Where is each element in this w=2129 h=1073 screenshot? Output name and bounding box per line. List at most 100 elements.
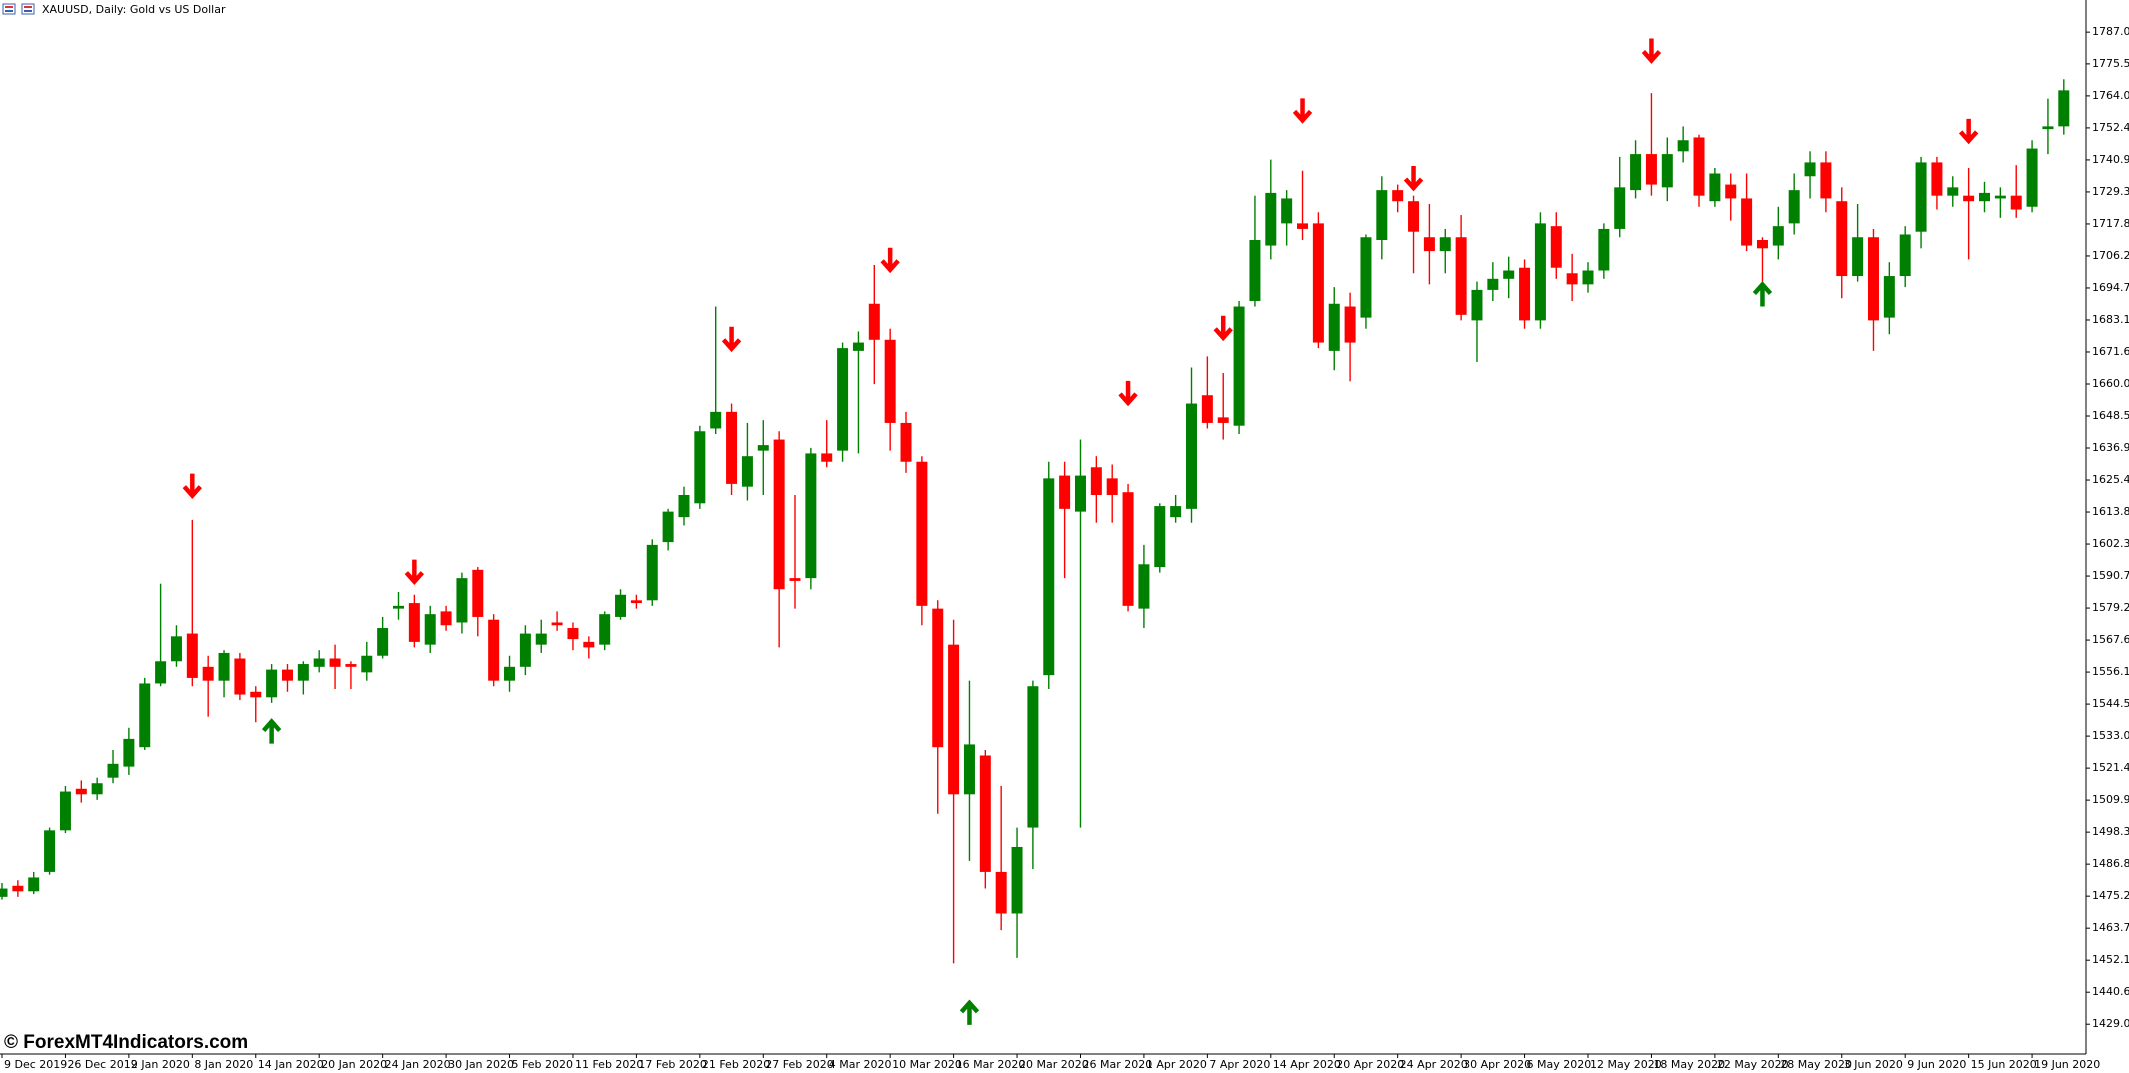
candle-body: [995, 871, 1007, 914]
candle-body: [1693, 137, 1705, 196]
candle-body: [1170, 506, 1182, 518]
y-tick-label: 1498.35: [2092, 825, 2129, 838]
candle-body: [313, 658, 325, 667]
y-tick-label: 1429.05: [2092, 1017, 2129, 1030]
x-tick-label: 9 Jun 2020: [1907, 1058, 1966, 1071]
y-tick-label: 1602.30: [2092, 537, 2129, 550]
candle-body: [2042, 126, 2054, 130]
x-tick-label: 3 Jun 2020: [1844, 1058, 1903, 1071]
x-tick-label: 8 Jan 2020: [194, 1058, 253, 1071]
candle-body: [1756, 240, 1768, 249]
y-tick-label: 1533.00: [2092, 729, 2129, 742]
candle-body: [1074, 475, 1086, 512]
x-tick-label: 7 Apr 2020: [1209, 1058, 1270, 1071]
candle-body: [694, 431, 706, 504]
y-tick-label: 1475.25: [2092, 889, 2129, 902]
y-tick-label: 1648.50: [2092, 409, 2129, 422]
candle-body: [1677, 140, 1689, 152]
candle-body: [837, 348, 849, 451]
candle-body: [1233, 306, 1245, 426]
candle-body: [1772, 226, 1784, 246]
candle-body: [1027, 686, 1039, 828]
x-tick-label: 24 Apr 2020: [1400, 1058, 1468, 1071]
candle-body: [1376, 190, 1388, 241]
sell-arrow: [1958, 118, 1979, 145]
candle-body: [91, 783, 103, 795]
candle-body: [1598, 228, 1610, 271]
candle-body: [1455, 237, 1467, 315]
candle-body: [1804, 162, 1816, 177]
candle-body: [1614, 187, 1626, 229]
candle-body: [1899, 234, 1911, 277]
candle-body: [12, 885, 24, 892]
candle-body: [2010, 195, 2022, 210]
candle-body: [1312, 223, 1324, 343]
candle-body: [567, 628, 579, 640]
candle-body: [1566, 273, 1578, 285]
candle-body: [1820, 162, 1832, 199]
y-tick-label: 1729.35: [2092, 185, 2129, 198]
candle-body: [1963, 195, 1975, 202]
y-tick-label: 1787.00: [2092, 25, 2129, 38]
sell-arrow: [1641, 38, 1662, 64]
y-tick-label: 1740.90: [2092, 153, 2129, 166]
candle-body: [1423, 237, 1435, 252]
candle-body: [393, 605, 404, 609]
y-tick-label: 1567.65: [2092, 633, 2129, 646]
x-tick-label: 24 Jan 2020: [385, 1058, 451, 1071]
candle-body: [678, 494, 690, 518]
y-tick-label: 1717.80: [2092, 217, 2129, 230]
candle-body: [361, 655, 373, 673]
candle-body: [583, 641, 595, 648]
candle-body: [741, 456, 753, 487]
candle-body: [44, 830, 56, 872]
candle-body: [1534, 223, 1546, 321]
x-tick-label: 28 May 2020: [1780, 1058, 1852, 1071]
candle-body: [186, 633, 198, 678]
candle-body: [805, 453, 817, 579]
candle-body: [345, 664, 357, 667]
symbol-icon: [2, 3, 35, 15]
candle-body: [297, 664, 309, 681]
candle-body: [1883, 276, 1895, 318]
sell-arrow: [1292, 98, 1313, 124]
candle-body: [202, 666, 214, 681]
candle-body: [1201, 395, 1213, 423]
candle-body: [1122, 492, 1134, 606]
candle-body: [615, 594, 627, 617]
y-tick-label: 1683.15: [2092, 313, 2129, 326]
candle-body: [1630, 154, 1642, 191]
candle-body: [1297, 223, 1309, 229]
x-tick-label: 18 May 2020: [1653, 1058, 1725, 1071]
x-tick-label: 19 Jun 2020: [2034, 1058, 2100, 1071]
candle-body: [1487, 278, 1499, 290]
candle-body: [28, 877, 40, 892]
candle-body: [1915, 162, 1927, 232]
candle-body: [551, 622, 563, 626]
x-tick-label: 20 Mar 2020: [1019, 1058, 1089, 1071]
y-tick-label: 1579.20: [2092, 601, 2129, 614]
x-tick-label: 11 Feb 2020: [575, 1058, 643, 1071]
candle-body: [377, 628, 389, 656]
x-tick-label: 20 Apr 2020: [1336, 1058, 1404, 1071]
sell-arrow: [404, 559, 425, 585]
candle-body: [2026, 148, 2038, 207]
y-tick-label: 1452.15: [2092, 953, 2129, 966]
candle-body: [1281, 198, 1293, 224]
candle-body: [757, 445, 769, 451]
candle-body: [1836, 201, 1848, 277]
candle-body: [1979, 192, 1990, 202]
candle-body: [1360, 237, 1372, 318]
candle-body: [250, 691, 262, 698]
candle-body: [1059, 475, 1071, 509]
candle-body: [821, 453, 833, 462]
y-tick-label: 1775.55: [2092, 57, 2129, 70]
candle-body: [281, 669, 293, 681]
candle-body: [1661, 154, 1673, 188]
candle-body: [1725, 184, 1737, 199]
x-tick-label: 15 Jun 2020: [1971, 1058, 2037, 1071]
candle-body: [504, 666, 516, 681]
candle-body: [1344, 306, 1356, 343]
candle-body: [979, 755, 991, 872]
